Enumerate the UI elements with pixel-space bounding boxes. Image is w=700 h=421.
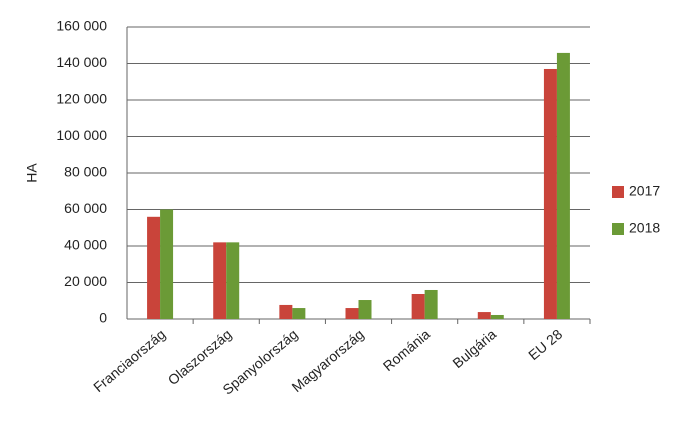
bar <box>543 68 557 319</box>
legend-swatch <box>612 223 624 235</box>
y-tick-label: 60 000 <box>64 200 107 216</box>
y-tick-label: 80 000 <box>64 164 107 180</box>
bar <box>424 289 438 319</box>
bar <box>345 308 359 319</box>
legend-label: 2017 <box>629 183 660 199</box>
bar <box>147 216 161 319</box>
y-tick-label: 140 000 <box>56 54 107 70</box>
x-tick-label: Románia <box>380 326 433 374</box>
y-tick-label: 0 <box>99 310 107 326</box>
bar <box>279 304 293 319</box>
bar <box>160 209 174 319</box>
bar <box>226 242 240 319</box>
bar <box>213 242 227 319</box>
bar <box>556 52 570 319</box>
y-tick-label: 20 000 <box>64 273 107 289</box>
legend-swatch <box>612 186 624 198</box>
x-tick-label: Magyarország <box>289 326 367 395</box>
legend-label: 2018 <box>629 220 660 236</box>
x-tick-label: Franciaország <box>90 326 168 395</box>
bar <box>358 300 372 319</box>
x-tick-label: EU 28 <box>525 326 565 363</box>
y-axis-label: HA <box>24 163 40 183</box>
bar <box>490 314 504 319</box>
bar <box>477 312 491 319</box>
x-tick-label: Olaszország <box>165 326 235 388</box>
bar <box>292 308 306 319</box>
y-tick-label: 40 000 <box>64 237 107 253</box>
x-tick-label: Bulgária <box>449 326 499 371</box>
y-tick-label: 100 000 <box>56 127 107 143</box>
bar <box>411 293 425 319</box>
y-tick-label: 120 000 <box>56 91 107 107</box>
y-tick-label: 160 000 <box>56 18 107 34</box>
